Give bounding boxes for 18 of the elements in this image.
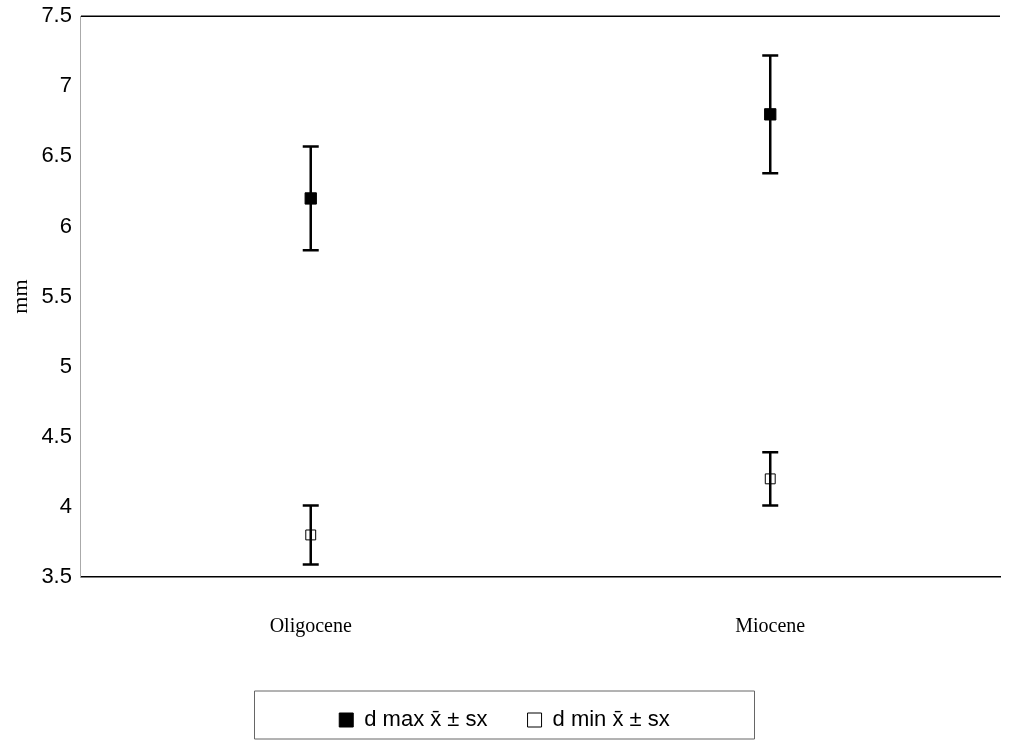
y-tick-label: 4.5	[41, 422, 72, 448]
y-axis-title: mm	[6, 279, 32, 314]
legend-label: d max x̄ ± sx	[364, 706, 488, 732]
point	[305, 529, 317, 541]
point	[304, 192, 317, 205]
y-tick-label: 3.5	[41, 563, 72, 589]
x-tick-label: Miocene	[735, 614, 806, 637]
y-tick-label: 5	[59, 352, 72, 378]
y-tick-label: 6	[59, 212, 72, 238]
y-tick-label: 7	[59, 72, 72, 98]
point	[764, 108, 777, 121]
legend-label: d min x̄ ± sx	[552, 706, 670, 732]
y-tick-label: 4	[59, 492, 72, 518]
y-tick-label: 5.5	[41, 282, 72, 308]
y-tick-label: 6.5	[41, 142, 72, 168]
point	[764, 473, 776, 485]
y-tick-label: 7.5	[41, 2, 72, 28]
x-tick-label: Oligocene	[269, 614, 352, 638]
